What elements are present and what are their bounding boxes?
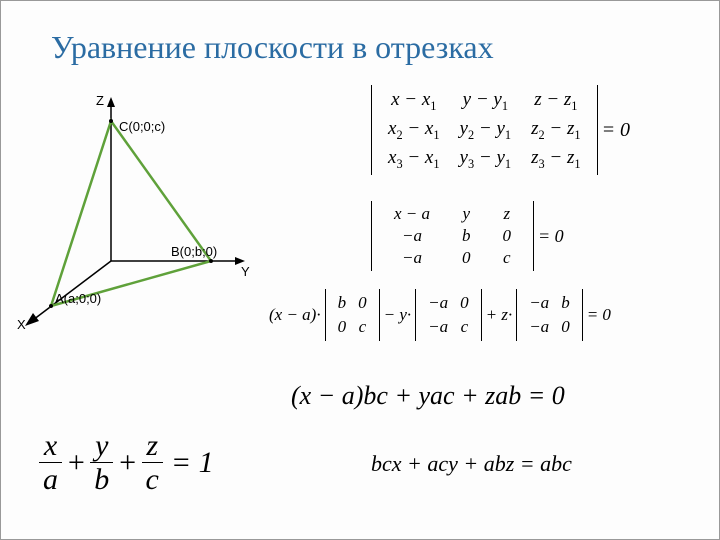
axis-z-label: Z (96, 93, 104, 108)
determinant-general: x − x1 y − y1 z − z1 x2 − x1 y2 − y1 z2 … (371, 85, 630, 175)
point-c-label: C(0;0;c) (119, 119, 165, 134)
determinant-abc: x − ayz −ab0 −a0c = 0 (371, 201, 564, 271)
expanded-equation: (x − a)bc + yac + zab = 0 (291, 381, 565, 411)
point-b-label: B(0;b;0) (171, 244, 217, 259)
axis-x-label: X (17, 317, 26, 331)
axis-y-label: Y (241, 264, 250, 279)
page-title: Уравнение плоскости в отрезках (51, 29, 494, 66)
simplified-equation: bcx + acy + abz = abc (371, 451, 572, 477)
cofactor-expansion: (x − a)· b0 0c − y· −a0 −ac + z· −ab −a0… (269, 289, 611, 341)
axes-diagram: Z Y X C(0;0;c) B(0;b;0) A(a;0;0) (11, 91, 271, 331)
point-a-label: A(a;0;0) (55, 291, 101, 306)
intercept-form: xa + yb + zc = 1 (39, 429, 214, 496)
